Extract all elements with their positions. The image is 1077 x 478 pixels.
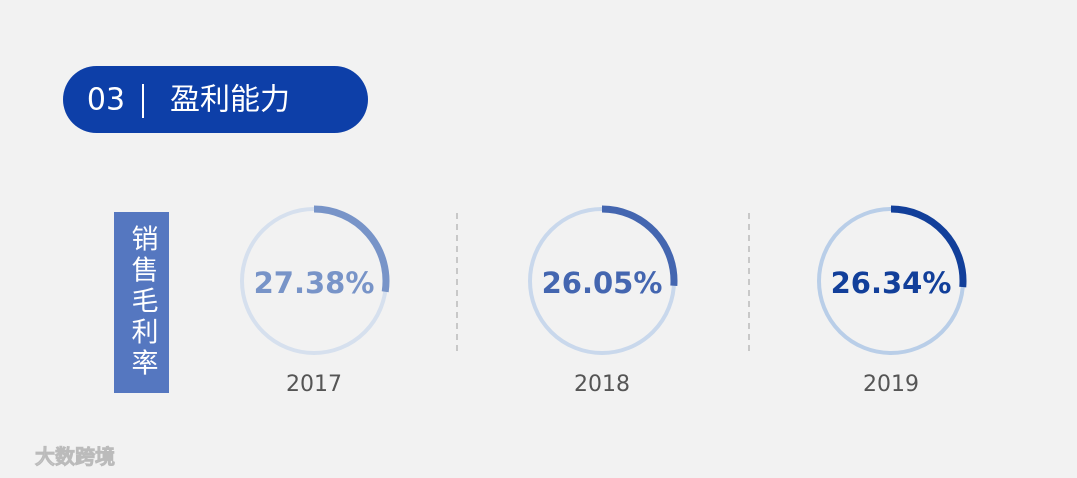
side-label: 销售毛利率	[127, 224, 159, 379]
watermark: 大数跨境	[35, 445, 115, 469]
ring-arc	[890, 205, 967, 288]
ring-arc	[601, 205, 678, 286]
header-pill	[63, 66, 368, 133]
year-label: 2018	[574, 372, 630, 397]
value-label: 27.38%	[254, 266, 375, 300]
year-label: 2017	[286, 372, 342, 397]
header-number: 03	[87, 83, 125, 118]
year-label: 2019	[863, 372, 919, 397]
header-title: 盈利能力	[170, 83, 290, 118]
side-label-box	[114, 212, 169, 393]
value-label: 26.05%	[542, 266, 663, 300]
ring-arc	[313, 205, 390, 293]
value-label: 26.34%	[831, 266, 952, 300]
